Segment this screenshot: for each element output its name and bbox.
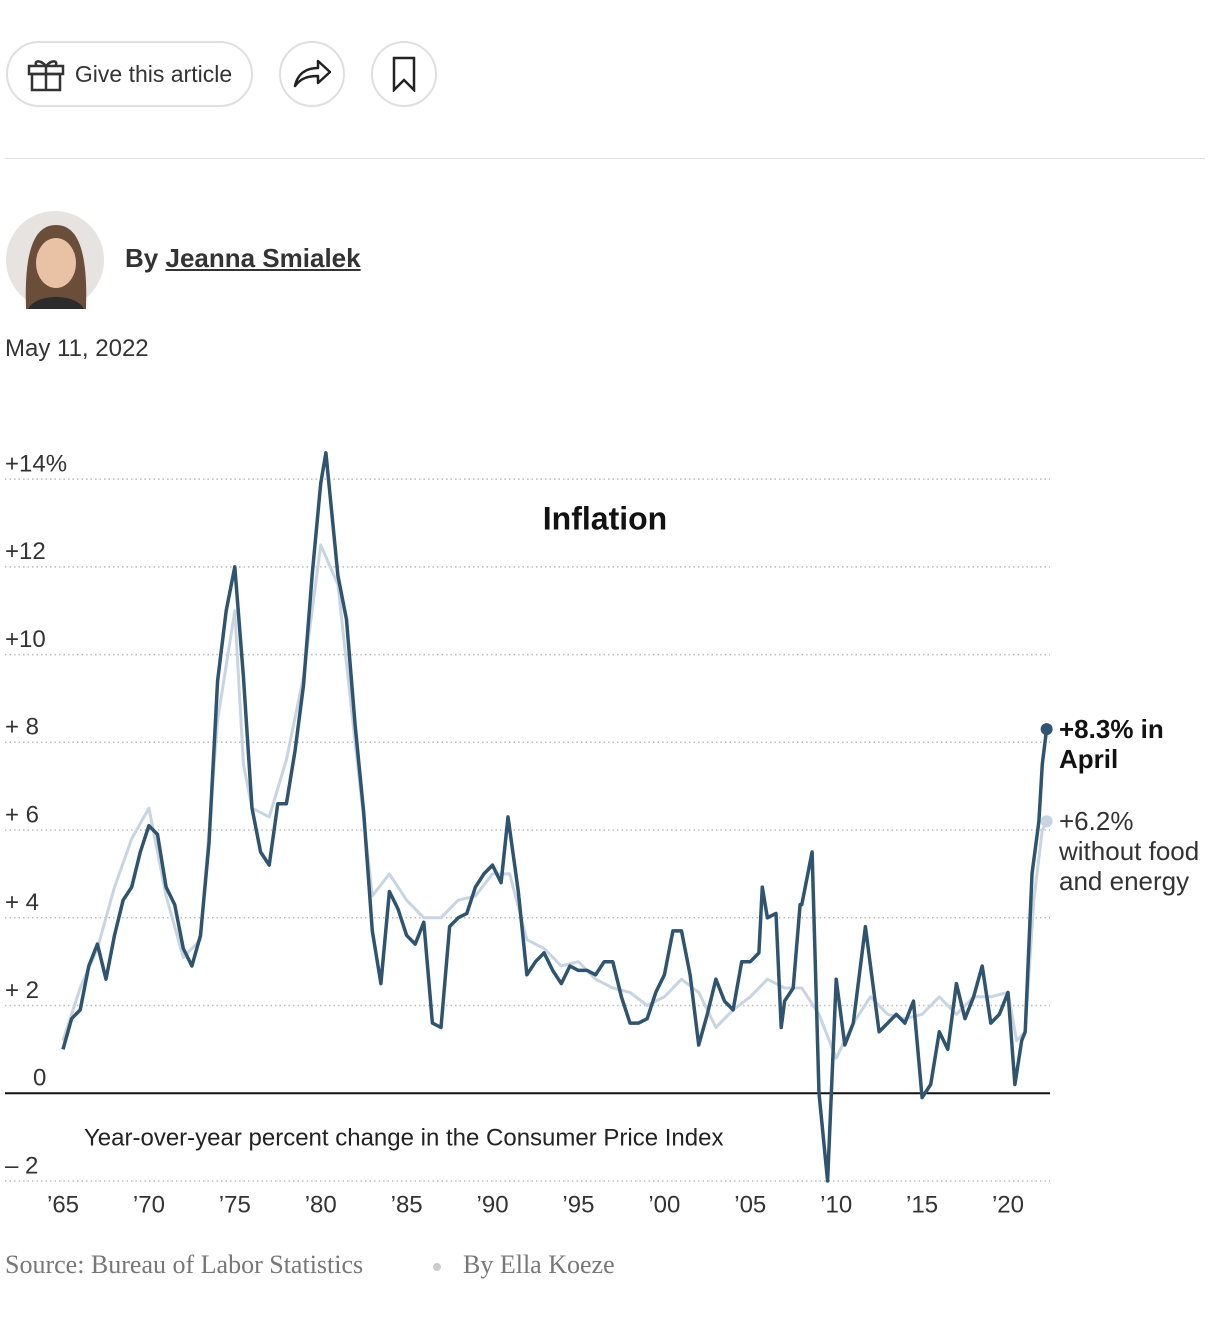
series-line: [61, 451, 1049, 1183]
divider: [5, 158, 1205, 159]
y-tick-label: + 2: [5, 977, 39, 1004]
y-tick-label: + 8: [5, 714, 39, 741]
annotation: +8.3% in April: [1059, 714, 1164, 774]
y-tick-label: +10: [5, 626, 46, 653]
x-tick-label: ’95: [562, 1191, 594, 1218]
byline: By Jeanna Smialek: [125, 243, 361, 274]
x-tick-label: ’00: [648, 1191, 680, 1218]
gift-button[interactable]: Give this article: [6, 41, 253, 107]
end-point: [1040, 815, 1053, 828]
y-tick-label: – 2: [5, 1152, 38, 1179]
y-tick-label: +12: [5, 538, 46, 565]
chart-subtitle: Year-over-year percent change in the Con…: [84, 1124, 723, 1151]
x-tick-label: ’90: [477, 1191, 509, 1218]
x-tick-label: ’15: [906, 1191, 938, 1218]
y-tick-label: + 6: [5, 801, 39, 828]
gift-label: Give this article: [74, 60, 233, 87]
chart-title: Inflation: [543, 500, 667, 536]
series-line: [61, 543, 1048, 1060]
x-tick-label: ’85: [391, 1191, 423, 1218]
x-tick-label: ’65: [47, 1191, 79, 1218]
separator-dot: [433, 1263, 441, 1271]
bookmark-button[interactable]: [371, 41, 437, 107]
byline-prefix: By: [125, 243, 159, 273]
y-tick-label: + 4: [5, 889, 39, 916]
credit: By Ella Koeze: [463, 1250, 615, 1279]
x-tick-label: ’75: [219, 1191, 251, 1218]
bookmark-icon: [392, 56, 416, 92]
author-link[interactable]: Jeanna Smialek: [165, 243, 361, 273]
x-tick-label: ’05: [734, 1191, 766, 1218]
author-photo: [6, 211, 104, 309]
gift-icon: [27, 60, 65, 92]
x-tick-label: ’20: [992, 1191, 1024, 1218]
share-button[interactable]: [279, 41, 345, 107]
publish-date: May 11, 2022: [5, 335, 149, 362]
y-tick-label: 0: [33, 1065, 46, 1092]
x-tick-label: ’70: [133, 1191, 165, 1218]
x-tick-label: ’10: [820, 1191, 852, 1218]
source: Source: Bureau of Labor Statistics: [5, 1250, 364, 1279]
x-tick-label: ’80: [305, 1191, 337, 1218]
y-tick-label: +14%: [5, 450, 67, 477]
share-icon: [293, 59, 332, 88]
end-point: [1040, 723, 1053, 736]
annotation: +6.2% without food and energy: [1059, 806, 1200, 896]
